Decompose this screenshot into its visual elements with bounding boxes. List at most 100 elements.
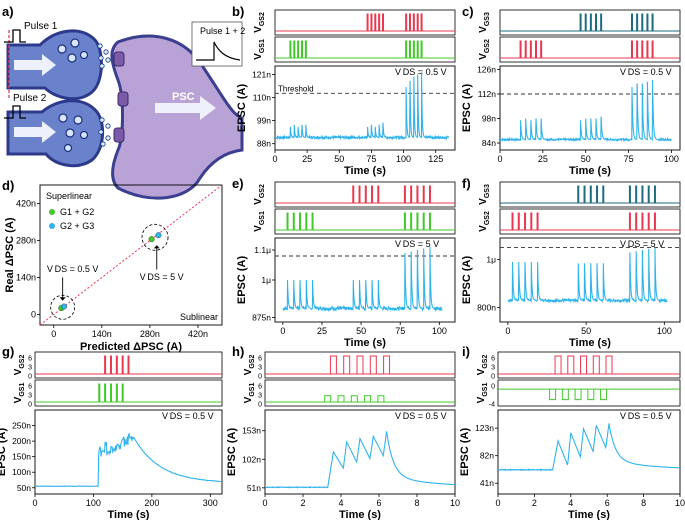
- pulse-c-0-3: [595, 13, 597, 31]
- pulse-i-0-2: [580, 355, 588, 374]
- panel-label-c: c): [462, 4, 474, 19]
- pulse-row-label-h-1: VGS1: [243, 383, 256, 404]
- pulse-c-0-0: [579, 13, 582, 31]
- xlabel-i: Time (s): [568, 509, 610, 520]
- pulse-h-0-0: [329, 355, 337, 374]
- pulse-c-1-3: [535, 40, 537, 58]
- xtick-label-e-2: 50: [356, 326, 366, 336]
- pulse-c-0-2: [589, 13, 592, 31]
- pulse-row-frame-g-0: [34, 351, 223, 379]
- legend-marker-0: [49, 209, 55, 215]
- xtick-label-f-2: 100: [657, 326, 672, 336]
- pulse-g-0-2: [115, 355, 118, 374]
- pulse-b-1-9: [420, 40, 423, 58]
- pulse-tick-h-1-0: 6: [258, 384, 262, 391]
- xtick-label-h-3: 6: [376, 498, 381, 508]
- legend-marker-1: [49, 223, 55, 229]
- pulse-e-0-3: [371, 185, 374, 203]
- ytick-label-f-1: 1μ: [486, 255, 496, 265]
- panel-f: f) VGS3 VGS2 0 50 100 Time (s) 800n 1μ EPSC (A) V …: [461, 176, 681, 349]
- pulse-e-1-2: [299, 212, 302, 230]
- pulse-c-0-9: [651, 13, 654, 31]
- pulse-h-1-1: [337, 395, 345, 402]
- pulse-b-0-5: [405, 13, 408, 31]
- pulse-b-0-9: [420, 13, 423, 31]
- scatter-xlabel: Predicted ΔPSC (A): [80, 341, 182, 353]
- pulse-i-0-3: [592, 355, 600, 374]
- pulse-2-label: Pulse 2: [13, 93, 47, 104]
- pulse-c-1-2: [529, 40, 532, 58]
- pulse-h-0-1: [343, 355, 351, 374]
- vds-label-g: V DS = 0.5 V: [162, 411, 214, 421]
- signal-arrows: [14, 54, 216, 143]
- pulse-tick-g-0-1: 3: [28, 365, 32, 372]
- ytick-label-c-2: 112n: [478, 89, 497, 99]
- pulse-f-0-1: [583, 185, 586, 203]
- panel-label-h: h): [232, 344, 244, 359]
- pulse-f-0-4: [602, 185, 605, 203]
- pulse-row-frame-e-0: [274, 181, 456, 208]
- pulse-b-1-8: [416, 40, 419, 58]
- neurotransmitters: [97, 43, 111, 147]
- xtick-label-g-2: 200: [144, 498, 159, 508]
- ytick-label-i-0: 41n: [480, 478, 494, 488]
- panel-a-schematic: a): [2, 4, 245, 200]
- pulse-h-0-2: [356, 355, 364, 374]
- axes-frame-h: [264, 409, 456, 495]
- pulse-g-1-0: [98, 383, 101, 402]
- pulse-e-1-3: [305, 212, 308, 230]
- xtick-label-c-4: 100: [664, 154, 679, 164]
- pulse-f-1-1: [517, 212, 520, 230]
- pulse-c-1-8: [646, 40, 649, 58]
- xtick-label-c-1: 25: [538, 154, 548, 164]
- xtick-label-b-3: 75: [366, 154, 376, 164]
- pulse-h-0-3: [369, 355, 377, 374]
- pulse-row-label-c-0: VGS3: [478, 12, 491, 33]
- pulse-i-1-1: [561, 389, 569, 401]
- xtick-label-d-1: 140n: [92, 329, 112, 339]
- pulse-tick-h-0-0: 6: [258, 356, 262, 363]
- pulse-g-0-1: [109, 355, 112, 374]
- ytick-label-h-2: 153n: [242, 426, 261, 436]
- ylabel-f: EPSC (A): [461, 256, 473, 305]
- pulse-b-0-2: [374, 13, 377, 31]
- xtick-label-b-4: 100: [396, 154, 411, 164]
- ylabel-text-f: EPSC (A): [461, 256, 473, 305]
- xlabel-e: Time (s): [344, 337, 386, 349]
- pulse-f-1-4: [536, 212, 539, 230]
- pulse-b-1-1: [293, 40, 296, 58]
- pulse-row-frame-c-1: [499, 36, 681, 63]
- pulse-f-0-8: [647, 185, 650, 203]
- pulse-row-label-f-1: VGS2: [478, 211, 491, 232]
- threshold-label-b: Threshold: [278, 84, 314, 93]
- xtick-label-i-1: 2: [532, 498, 537, 508]
- svg-text:VGS2: VGS2: [476, 355, 489, 376]
- pulse-e-1-5: [403, 212, 406, 230]
- xtick-label-e-4: 100: [432, 326, 447, 336]
- pulse-b-0-6: [409, 13, 411, 31]
- pulse-c-0-4: [600, 13, 603, 31]
- pulse-row-label-i-0: VGS2: [476, 355, 489, 376]
- xtick-label-h-1: 2: [300, 498, 305, 508]
- xlabel-f: Time (s): [569, 337, 611, 349]
- svg-text:VGS2: VGS2: [253, 184, 266, 205]
- xtick-label-b-5: 125: [428, 154, 443, 164]
- pulse-tick-i-1-0: 0: [491, 384, 495, 391]
- arrowhead-high: [153, 245, 160, 249]
- ytick-label-i-2: 123n: [475, 423, 494, 433]
- pulse-row-frame-f-0: [499, 181, 681, 208]
- pulse-row-frame-b-0: [274, 9, 456, 36]
- pulse-b-1-2: [297, 40, 300, 58]
- pulse-g-1-2: [109, 383, 112, 402]
- pulse-i-1-4: [600, 389, 608, 401]
- svg-text:V DS = 5 V: V DS = 5 V: [395, 239, 439, 249]
- panel-c: c) VGS3 VGS2 0 25 50 75 100 Time (s) 84n 98n 112n 12…: [461, 4, 681, 177]
- pulse-e-1-9: [428, 212, 431, 230]
- pulse-b-0-1: [370, 13, 373, 31]
- ylabel-g: EPSC (A): [0, 428, 8, 477]
- panel-d: d) 0 140n 280n 420n 0 140n 280n 420n Predicted ΔP…: [2, 178, 223, 353]
- xtick-label-e-0: 0: [280, 326, 285, 336]
- ytick-label-e-2: 1.1μ: [254, 245, 271, 255]
